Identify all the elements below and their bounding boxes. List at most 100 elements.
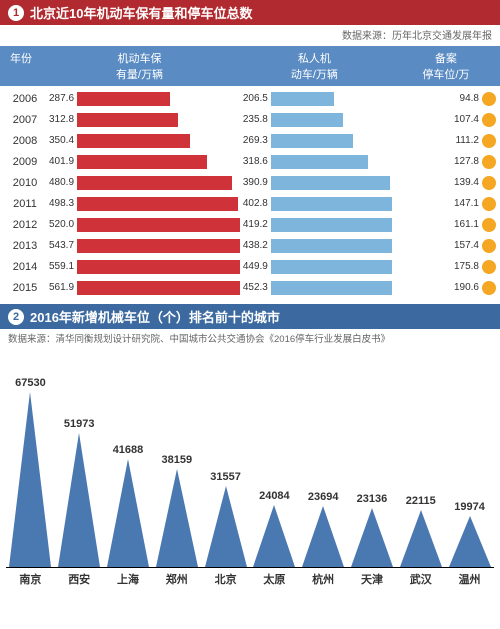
bar-blue [271, 281, 392, 295]
dot-orange [482, 239, 496, 253]
cell-year: 2008 [4, 135, 46, 147]
table-vehicles-parking: 年份 机动车保 有量/万辆 私人机 动车/万辆 备案 停车位/万 2006287… [0, 46, 500, 304]
cell-private: 206.5 [240, 92, 392, 106]
x-label: 温州 [445, 568, 494, 587]
triangle-shape [449, 516, 491, 567]
value-label: 480.9 [46, 177, 77, 188]
th-year: 年份 [0, 46, 42, 86]
value-label: 190.6 [451, 282, 482, 293]
x-label: 南京 [6, 568, 55, 587]
cell-parking: 190.6 [392, 281, 496, 295]
value-label: 161.1 [451, 219, 482, 230]
triangle-value: 23136 [357, 493, 388, 505]
triangle-shape [107, 459, 149, 567]
value-label: 561.9 [46, 282, 77, 293]
bar-blue [271, 239, 392, 253]
cell-vehicles: 287.6 [46, 92, 240, 106]
cell-parking: 111.2 [392, 134, 496, 148]
bar-red [77, 134, 190, 148]
value-label: 157.4 [451, 240, 482, 251]
section-beijing-10yr: 1 北京近10年机动车保有量和停车位总数 数据来源：历年北京交通发展年报 年份 … [0, 0, 500, 304]
cell-vehicles: 312.8 [46, 113, 240, 127]
value-label: 147.1 [451, 198, 482, 209]
value-label: 401.9 [46, 156, 77, 167]
triangle-value: 23694 [308, 491, 339, 503]
value-label: 498.3 [46, 198, 77, 209]
value-label: 287.6 [46, 93, 77, 104]
triangle-shape [400, 510, 442, 567]
triangle-value: 19974 [454, 501, 485, 513]
triangle-shape [302, 506, 344, 567]
table-row: 2007312.8235.8107.4 [4, 109, 496, 130]
bar-red [77, 155, 207, 169]
cell-vehicles: 498.3 [46, 197, 240, 211]
cell-vehicles: 480.9 [46, 176, 240, 190]
value-label: 559.1 [46, 261, 77, 272]
table-row: 2015561.9452.3190.6 [4, 277, 496, 298]
bar-blue [271, 197, 392, 211]
value-label: 449.9 [240, 261, 271, 272]
bar-red [77, 113, 178, 127]
cell-year: 2010 [4, 177, 46, 189]
cell-private: 269.3 [240, 134, 392, 148]
triangle-item: 41688 [104, 444, 153, 567]
triangle-shape [253, 505, 295, 567]
bar-red [77, 92, 170, 106]
value-label: 419.2 [240, 219, 271, 230]
dot-orange [482, 281, 496, 295]
value-label: 350.4 [46, 135, 77, 146]
triangle-value: 41688 [113, 444, 144, 456]
cell-private: 449.9 [240, 260, 392, 274]
section2-number: 2 [8, 309, 24, 325]
dot-orange [482, 134, 496, 148]
triangle-shape [58, 433, 100, 567]
value-label: 94.8 [457, 93, 482, 104]
triangle-item: 24084 [250, 490, 299, 567]
x-axis: 南京西安上海郑州北京太原杭州天津武汉温州 [6, 567, 494, 587]
cell-private: 438.2 [240, 239, 392, 253]
cell-year: 2013 [4, 240, 46, 252]
cell-parking: 107.4 [392, 113, 496, 127]
table-body: 2006287.6206.594.82007312.8235.8107.4200… [0, 86, 500, 304]
cell-parking: 94.8 [392, 92, 496, 106]
value-label: 107.4 [451, 114, 482, 125]
value-label: 269.3 [240, 135, 271, 146]
table-head: 年份 机动车保 有量/万辆 私人机 动车/万辆 备案 停车位/万 [0, 46, 500, 86]
cell-parking: 157.4 [392, 239, 496, 253]
cell-vehicles: 561.9 [46, 281, 240, 295]
th-parking: 备案 停车位/万 [392, 46, 500, 86]
section1-title: 北京近10年机动车保有量和停车位总数 [30, 3, 252, 22]
dot-orange [482, 113, 496, 127]
cell-private: 235.8 [240, 113, 392, 127]
value-label: 318.6 [240, 156, 271, 167]
bar-blue [271, 176, 390, 190]
x-label: 北京 [201, 568, 250, 587]
triangle-item: 51973 [55, 418, 104, 567]
cell-year: 2012 [4, 219, 46, 231]
cell-parking: 139.4 [392, 176, 496, 190]
cell-vehicles: 350.4 [46, 134, 240, 148]
value-label: 206.5 [240, 93, 271, 104]
cell-private: 390.9 [240, 176, 392, 190]
bar-red [77, 239, 240, 253]
dot-orange [482, 155, 496, 169]
bar-red [77, 218, 240, 232]
triangle-value: 24084 [259, 490, 290, 502]
cell-parking: 147.1 [392, 197, 496, 211]
table-row: 2012520.0419.2161.1 [4, 214, 496, 235]
x-label: 郑州 [152, 568, 201, 587]
triangle-value: 51973 [64, 418, 95, 430]
dot-orange [482, 197, 496, 211]
cell-vehicles: 559.1 [46, 260, 240, 274]
section1-header: 1 北京近10年机动车保有量和停车位总数 [0, 0, 500, 25]
value-label: 452.3 [240, 282, 271, 293]
dot-orange [482, 176, 496, 190]
dot-orange [482, 92, 496, 106]
cell-year: 2014 [4, 261, 46, 273]
value-label: 111.2 [452, 135, 482, 146]
cell-year: 2011 [4, 198, 46, 210]
triangle-shape [205, 486, 247, 567]
triangle-item: 23694 [299, 491, 348, 567]
x-label: 上海 [104, 568, 153, 587]
table-row: 2009401.9318.6127.8 [4, 151, 496, 172]
